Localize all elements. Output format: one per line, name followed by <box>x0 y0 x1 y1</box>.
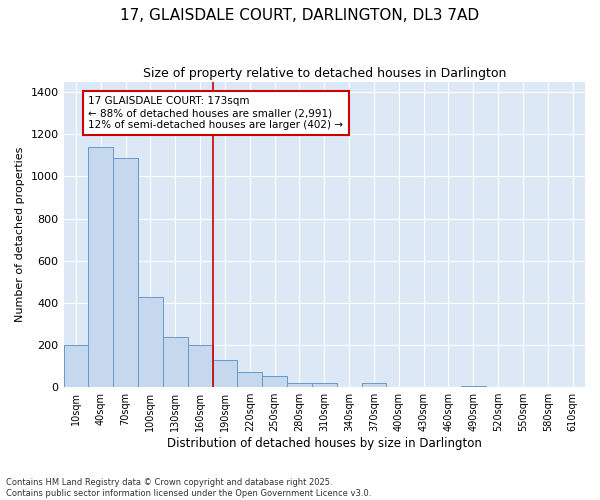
Bar <box>362 383 386 387</box>
Bar <box>138 296 163 387</box>
Bar <box>312 383 337 387</box>
Text: Contains HM Land Registry data © Crown copyright and database right 2025.
Contai: Contains HM Land Registry data © Crown c… <box>6 478 371 498</box>
Text: 17 GLAISDALE COURT: 173sqm
← 88% of detached houses are smaller (2,991)
12% of s: 17 GLAISDALE COURT: 173sqm ← 88% of deta… <box>88 96 343 130</box>
Bar <box>238 372 262 387</box>
Title: Size of property relative to detached houses in Darlington: Size of property relative to detached ho… <box>143 68 506 80</box>
X-axis label: Distribution of detached houses by size in Darlington: Distribution of detached houses by size … <box>167 437 482 450</box>
Bar <box>212 360 238 387</box>
Bar <box>461 386 485 387</box>
Bar <box>113 158 138 387</box>
Bar <box>64 345 88 387</box>
Bar <box>88 147 113 387</box>
Bar <box>262 376 287 387</box>
Bar <box>287 383 312 387</box>
Y-axis label: Number of detached properties: Number of detached properties <box>15 147 25 322</box>
Bar <box>188 345 212 387</box>
Bar <box>163 336 188 387</box>
Text: 17, GLAISDALE COURT, DARLINGTON, DL3 7AD: 17, GLAISDALE COURT, DARLINGTON, DL3 7AD <box>121 8 479 22</box>
